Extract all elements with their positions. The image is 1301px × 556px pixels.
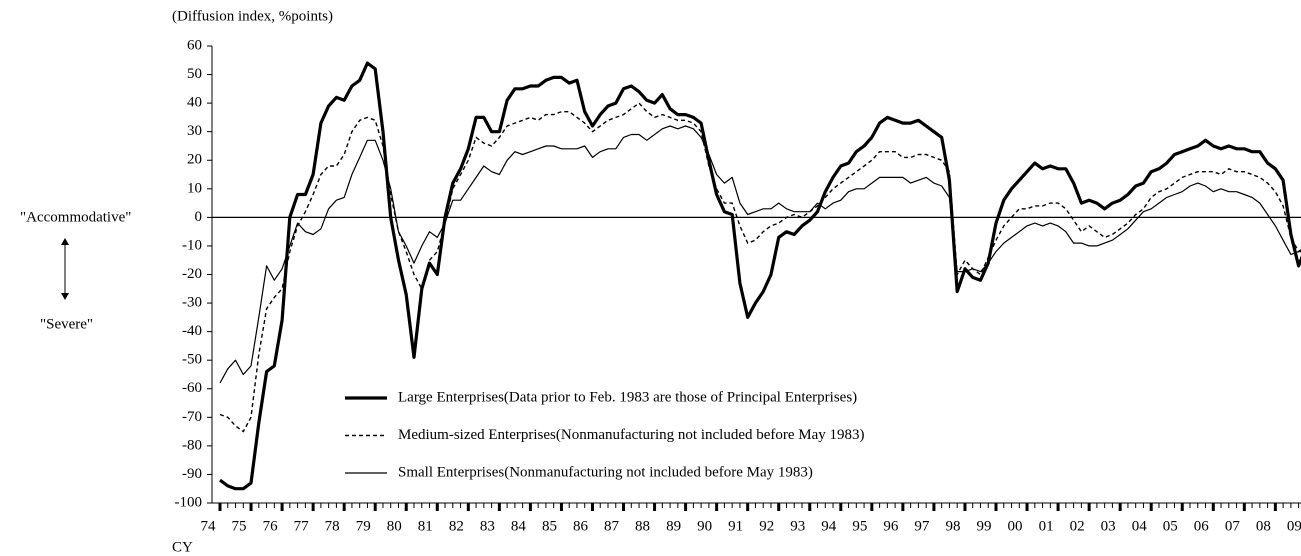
y-tick-label: 60 [187, 37, 202, 53]
x-axis-label: CY [172, 539, 193, 555]
x-tick-label: 02 [1070, 518, 1085, 534]
x-tick-label: 07 [1225, 518, 1241, 534]
y-tick-label: -50 [182, 352, 202, 368]
x-tick-label: 93 [790, 518, 805, 534]
y-tick-label: -100 [175, 494, 203, 510]
x-tick-label: 91 [728, 518, 743, 534]
x-tick-label: 95 [852, 518, 867, 534]
x-tick-label: 87 [604, 518, 620, 534]
series-line [219, 61, 1301, 491]
y-tick-label: -60 [182, 380, 202, 396]
y-tick-label: -70 [182, 409, 202, 425]
x-tick-label: 01 [1039, 518, 1054, 534]
x-tick-label: 96 [883, 518, 899, 534]
x-tick-label: 76 [263, 518, 279, 534]
x-tick-label: 84 [511, 518, 527, 534]
x-tick-label: 88 [635, 518, 650, 534]
x-tick-label: 98 [945, 518, 960, 534]
x-tick-label: 78 [325, 518, 340, 534]
arrow [61, 238, 69, 300]
x-tick-label: 09 [1287, 518, 1301, 534]
x-tick-label: 92 [759, 518, 774, 534]
x-tick-label: 75 [232, 518, 247, 534]
x-tick-label: 00 [1008, 518, 1023, 534]
x-tick-label: 85 [542, 518, 557, 534]
x-tick-label: 77 [294, 518, 310, 534]
x-tick-label: 89 [666, 518, 681, 534]
y-tick-label: 0 [195, 209, 203, 225]
y-axis-label: (Diffusion index, %points) [172, 8, 333, 24]
x-tick-label: 81 [418, 518, 433, 534]
x-tick-label: 79 [356, 518, 371, 534]
legend-label: Medium-sized Enterprises(Nonmanufacturin… [398, 427, 865, 443]
y-tick-label: -20 [182, 266, 202, 282]
x-tick-label: 99 [977, 518, 992, 534]
y-tick-label: 20 [187, 152, 202, 168]
y-tick-label: 50 [187, 66, 202, 82]
y-tick-label: -10 [182, 237, 202, 253]
y-tick-label: 40 [187, 95, 202, 111]
x-tick-label: 82 [449, 518, 464, 534]
x-tick-label: 74 [201, 518, 217, 534]
x-tick-label: 80 [387, 518, 402, 534]
annotation: "Accommodative" [20, 209, 131, 225]
series-line [219, 102, 1301, 433]
x-tick-label: 05 [1163, 518, 1178, 534]
x-tick-label: 86 [573, 518, 589, 534]
x-tick-label: 08 [1256, 518, 1271, 534]
y-tick-label: 10 [187, 180, 202, 196]
legend-label: Small Enterprises(Nonmanufacturing not i… [398, 464, 813, 480]
x-tick-label: 03 [1101, 518, 1116, 534]
y-tick-label: -80 [182, 437, 202, 453]
x-tick-label: 06 [1194, 518, 1210, 534]
x-tick-label: 04 [1132, 518, 1148, 534]
x-tick-label: 94 [821, 518, 837, 534]
x-tick-label: 90 [697, 518, 712, 534]
y-tick-label: -90 [182, 466, 202, 482]
x-tick-label: 83 [480, 518, 495, 534]
plot-area [219, 61, 1301, 491]
x-tick-label: 97 [914, 518, 930, 534]
y-tick-label: 30 [187, 123, 202, 139]
y-tick-label: -40 [182, 323, 202, 339]
annotation: "Severe" [40, 316, 93, 332]
y-tick-label: -30 [182, 295, 202, 311]
series-line [219, 125, 1301, 384]
legend-label: Large Enterprises(Data prior to Feb. 198… [398, 389, 857, 405]
